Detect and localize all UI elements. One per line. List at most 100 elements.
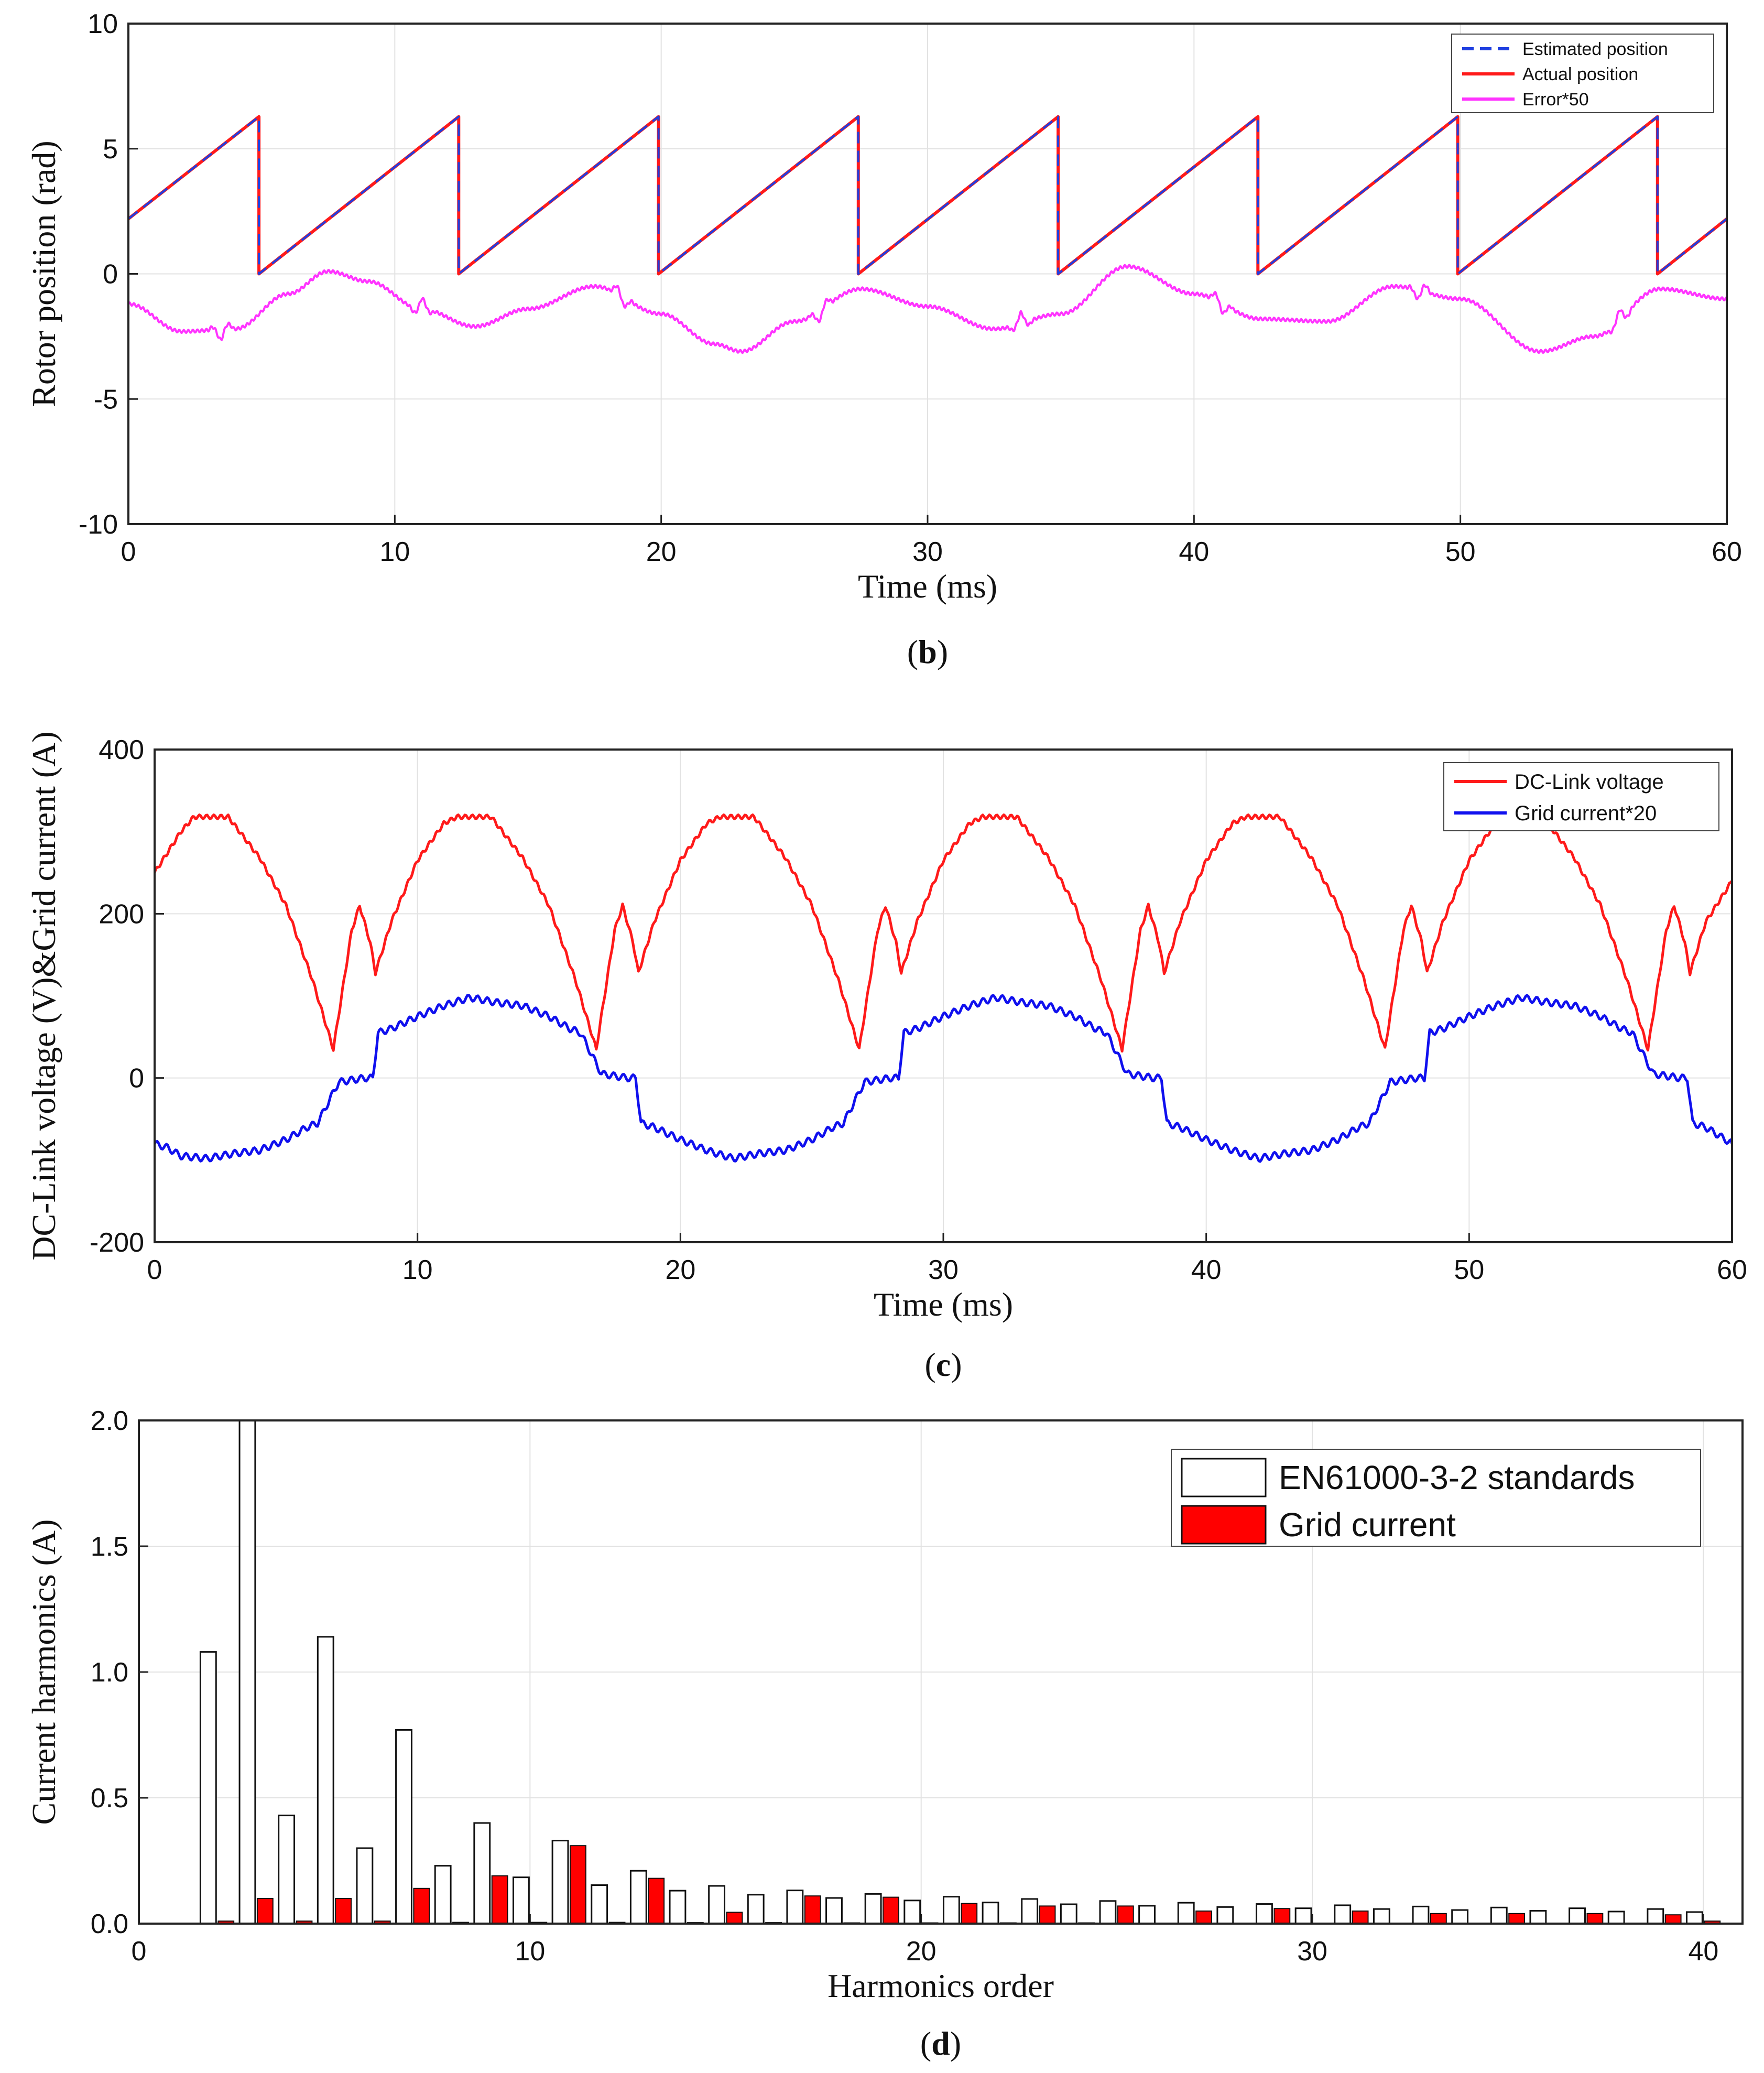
caption-close: ) (950, 2025, 961, 2062)
caption-close: ) (937, 633, 948, 670)
y-tick-label: 0 (129, 1063, 144, 1094)
y-tick-label: 5 (103, 134, 118, 165)
series-line-dc-link-voltage (155, 813, 1732, 1053)
y-tick-label: 1.0 (91, 1657, 128, 1688)
bar-grid-current (1117, 1905, 1134, 1924)
plot-series-b (128, 115, 1727, 354)
x-tick-label: 10 (379, 537, 410, 567)
x-tick-label: 30 (1297, 1936, 1327, 1967)
bar-grid-current (648, 1877, 665, 1924)
bar-grid-current (883, 1896, 899, 1924)
chart-b: 0 10 20 30 40 50 60 -10 -5 0 5 10 Time (ms) Rotor pos… (25, 9, 1742, 670)
bar-standard (1138, 1905, 1156, 1924)
caption-letter: d (931, 2025, 950, 2062)
x-tick-label: 20 (646, 537, 677, 567)
bar-standard (551, 1840, 569, 1924)
x-tick-label: 60 (1717, 1255, 1747, 1285)
caption-close: ) (951, 1346, 962, 1383)
bar-standard (1451, 1909, 1469, 1924)
caption-letter: b (918, 633, 937, 670)
panel-caption: (d) (920, 2025, 961, 2062)
x-tick-label: 50 (1454, 1255, 1484, 1285)
bar-grid-current (1039, 1905, 1056, 1924)
bar-grid-current (1430, 1913, 1447, 1924)
y-tick-label: 200 (99, 899, 144, 929)
legend-box (1443, 762, 1719, 831)
bar-standard (708, 1885, 726, 1924)
bar-standard (1490, 1906, 1508, 1924)
legend-label: Error*50 (1522, 90, 1589, 110)
chart-d: 0 10 20 30 40 0.0 0.5 1.0 1.5 2.0 Harmonics order C… (25, 1406, 1744, 2062)
x-axis-title: Time (ms) (858, 568, 997, 605)
y-axis-title: Rotor position (rad) (25, 140, 62, 407)
series-line-grid-current (155, 994, 1732, 1163)
legend-label: Actual position (1522, 64, 1638, 84)
plot-bars-d (199, 1420, 1721, 1924)
bar-standard (591, 1884, 608, 1924)
bar-standard (903, 1900, 921, 1924)
bar-standard (864, 1893, 882, 1924)
x-tick-label: 40 (1191, 1255, 1222, 1285)
bar-grid-current (569, 1845, 586, 1924)
x-tick-label: 10 (402, 1255, 433, 1285)
bar-grid-current (335, 1898, 352, 1924)
bar-standard (356, 1847, 374, 1924)
bar-standard (1334, 1904, 1352, 1924)
legend-label: Estimated position (1522, 39, 1668, 59)
bar-standard (1099, 1900, 1117, 1924)
bar-standard (317, 1636, 334, 1924)
legend-label: EN61000-3-2 standards (1279, 1459, 1635, 1496)
plot-area-border (127, 23, 1728, 525)
y-tick-label: 10 (88, 9, 118, 39)
bar-grid-current (413, 1887, 430, 1924)
y-tick-label: 0.0 (91, 1909, 128, 1939)
y-tick-label: 2.0 (91, 1406, 128, 1436)
x-tick-label: 40 (1179, 537, 1209, 567)
y-tick-label: 0.5 (91, 1783, 128, 1814)
bar-standard (1686, 1911, 1703, 1924)
x-axis-title: Harmonics order (827, 1967, 1054, 2004)
bar-standard (395, 1729, 412, 1924)
plot-area-border (154, 748, 1733, 1243)
legend-label: Grid current (1279, 1506, 1456, 1544)
bar-standard (1647, 1908, 1664, 1924)
bar-standard (1216, 1906, 1234, 1924)
x-tick-label: 20 (665, 1255, 695, 1285)
x-tick-label: 0 (132, 1936, 147, 1967)
x-tick-label: 20 (906, 1936, 937, 1967)
panel-caption: (c) (924, 1346, 962, 1383)
bar-grid-current (491, 1875, 508, 1924)
bar-grid-current (1352, 1911, 1369, 1924)
bar-standard (747, 1894, 765, 1924)
bar-grid-current (256, 1898, 274, 1924)
bar-standard (1607, 1911, 1625, 1924)
caption-open: ( (920, 2025, 931, 2062)
y-tick-label: 400 (99, 735, 144, 765)
bar-standard (669, 1890, 687, 1924)
bar-standard (1060, 1903, 1077, 1924)
legend-label: DC-Link voltage (1515, 770, 1664, 794)
bar-standard (434, 1865, 452, 1924)
bar-standard (629, 1870, 647, 1924)
bar-standard (278, 1815, 296, 1924)
y-axis-title: DC-Link voltage (V)&Grid current (A) (25, 731, 62, 1260)
bar-grid-current (1273, 1908, 1291, 1924)
x-tick-label: 0 (121, 537, 136, 567)
y-axis-title: Current harmonics (A) (25, 1520, 62, 1825)
bar-standard (1021, 1898, 1039, 1924)
bar-standard (199, 1651, 217, 1924)
legend: DC-Link voltage Grid current*20 (1443, 762, 1719, 831)
bar-grid-current (961, 1903, 978, 1924)
bar-standard (1177, 1902, 1195, 1924)
x-axis-title: Time (ms) (874, 1286, 1013, 1323)
bar-standard (512, 1876, 530, 1924)
bar-standard (942, 1896, 960, 1924)
y-tick-label: 1.5 (91, 1532, 128, 1562)
legend-swatch (1181, 1505, 1267, 1545)
bar-standard (1256, 1903, 1273, 1924)
bar-grid-current (1586, 1913, 1604, 1924)
bar-standard (1569, 1907, 1586, 1924)
y-tick-label: -200 (90, 1228, 144, 1258)
